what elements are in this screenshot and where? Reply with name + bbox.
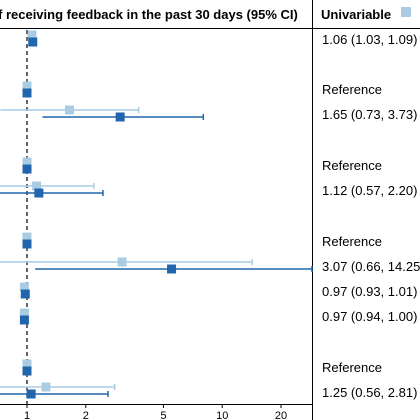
- multivariable-point: [22, 239, 32, 249]
- row-estimate-text: Reference: [322, 158, 382, 173]
- multivariable-point: [19, 315, 29, 325]
- row-estimate-text: Reference: [322, 360, 382, 375]
- row-estimate-text: 3.07 (0.66, 14.25: [322, 259, 420, 274]
- x-tick-label: 20: [275, 410, 287, 420]
- row-estimate-text: 1.12 (0.57, 2.20): [322, 183, 417, 198]
- univariable-point: [27, 30, 37, 40]
- x-axis-ticks: 1 2 5 10 20: [24, 404, 287, 420]
- univariable-point: [64, 105, 74, 115]
- x-tick-label: 1: [24, 410, 30, 420]
- multivariable-point: [26, 389, 36, 399]
- legend-univariable-label: Univariable: [321, 7, 391, 22]
- univariable-point: [32, 181, 42, 191]
- row-estimate-text: 1.25 (0.56, 2.81): [322, 385, 417, 400]
- x-tick-label: 10: [216, 410, 228, 420]
- row-estimate-text: 0.97 (0.93, 1.01): [322, 284, 417, 299]
- row-estimate-text: Reference: [322, 234, 382, 249]
- multivariable-point: [34, 188, 44, 198]
- multivariable-point: [28, 37, 38, 47]
- univariable-point: [22, 359, 32, 369]
- multivariable-point: [167, 264, 177, 274]
- row-estimate-text: 1.06 (1.03, 1.09): [322, 32, 417, 47]
- header-title: f receiving feedback in the past 30 days…: [0, 7, 298, 22]
- univariable-point: [19, 282, 29, 292]
- multivariable-point: [22, 88, 32, 98]
- univariable-point: [22, 81, 32, 91]
- row-estimate-text: Reference: [322, 82, 382, 97]
- x-tick-label: 2: [83, 410, 89, 420]
- univariable-point: [19, 308, 29, 318]
- univariable-point: [22, 157, 32, 167]
- univariable-point: [41, 382, 51, 392]
- multivariable-point: [115, 112, 125, 122]
- rows-layer: 1.06 (1.03, 1.09) Reference 1.65 (0.73, 3.…: [0, 30, 420, 400]
- univariable-point: [22, 232, 32, 242]
- legend-univariable-swatch: [401, 7, 411, 17]
- univariable-point: [117, 257, 127, 267]
- multivariable-point: [22, 366, 32, 376]
- multivariable-point: [20, 289, 30, 299]
- row-estimate-text: 0.97 (0.94, 1.00): [322, 309, 417, 324]
- row-estimate-text: 1.65 (0.73, 3.73): [322, 107, 417, 122]
- x-tick-label: 5: [160, 410, 166, 420]
- multivariable-point: [22, 164, 32, 174]
